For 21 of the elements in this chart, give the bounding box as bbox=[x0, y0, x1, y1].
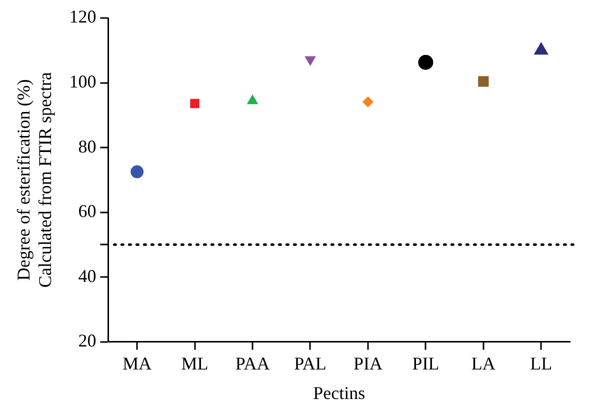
y-tick-label: 100 bbox=[69, 71, 96, 92]
y-tick-label: 40 bbox=[78, 266, 96, 286]
y-tick-label: 80 bbox=[78, 136, 96, 156]
x-tick-label: PIL bbox=[412, 353, 440, 374]
point bbox=[130, 165, 144, 178]
y-tick-label: 60 bbox=[78, 201, 96, 222]
x-tick-label: PAL bbox=[294, 353, 326, 374]
x-tick-label: MA bbox=[122, 353, 152, 374]
y-tick-label: 120 bbox=[69, 6, 96, 27]
point bbox=[190, 98, 200, 108]
point bbox=[418, 54, 434, 70]
x-tick-label: PAA bbox=[235, 353, 270, 374]
point bbox=[478, 76, 489, 87]
y-tick-label: 20 bbox=[78, 330, 96, 351]
point bbox=[362, 96, 374, 108]
x-tick-label: LL bbox=[530, 353, 552, 374]
x-axis-title: Pectins bbox=[313, 382, 366, 403]
y-axis-title: Degree of esterification (%) Calculated from FTIR spectra bbox=[14, 72, 56, 288]
x-tick-label: PIA bbox=[353, 353, 382, 374]
x-tick-label: ML bbox=[181, 353, 208, 374]
x-tick-label: LA bbox=[471, 353, 496, 374]
